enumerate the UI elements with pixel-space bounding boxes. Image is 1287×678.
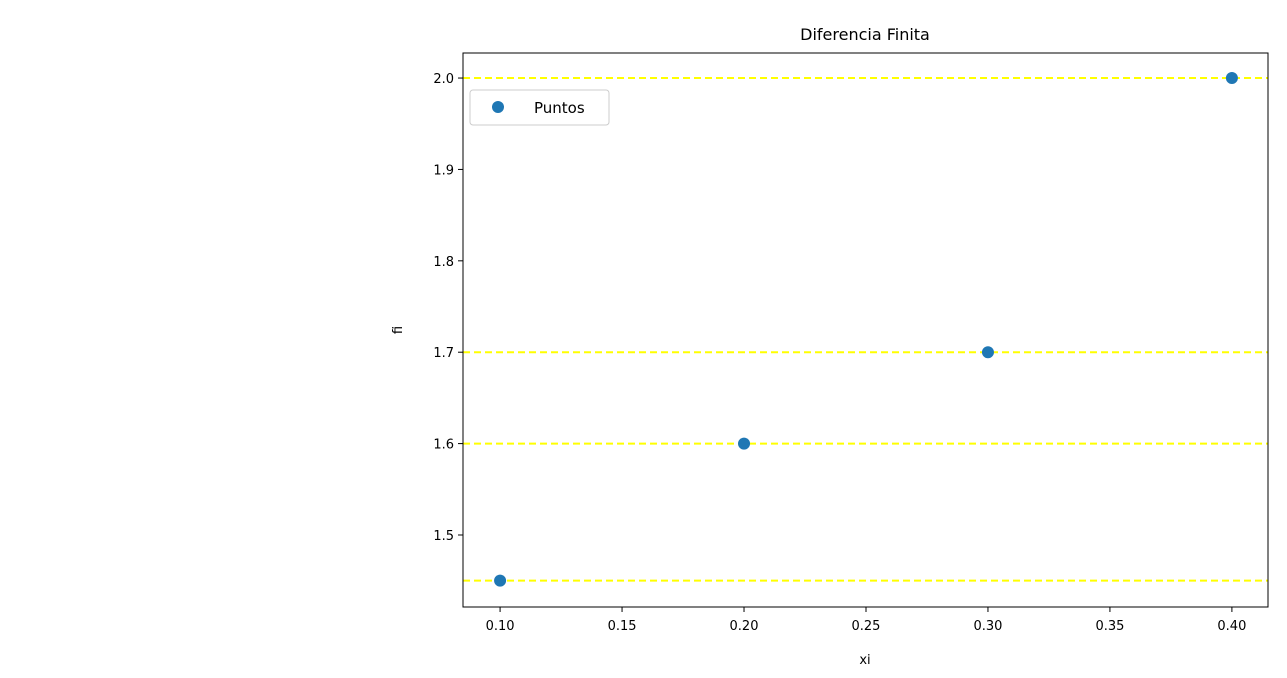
y-tick-label: 2.0 xyxy=(433,72,454,87)
hlines-group xyxy=(463,77,1268,582)
axes-frame xyxy=(462,52,1269,608)
y-tick-label: 1.5 xyxy=(433,529,454,544)
x-tick-label: 0.30 xyxy=(973,619,1002,634)
data-point xyxy=(494,574,507,587)
points-group xyxy=(494,72,1238,587)
legend: Puntos xyxy=(469,89,610,126)
legend-marker xyxy=(492,101,504,113)
ticks-group: 0.10 0.15 0.20 0.25 0.30 0.35 0.40 1.5 1.6 1.7 1.8… xyxy=(433,72,1246,634)
y-tick-label: 1.7 xyxy=(433,346,454,361)
chart-title: Diferencia Finita xyxy=(800,25,930,44)
data-point xyxy=(981,346,994,359)
x-axis-label: xi xyxy=(859,653,870,668)
legend-label: Puntos xyxy=(534,99,585,117)
x-tick-label: 0.35 xyxy=(1095,619,1124,634)
data-point xyxy=(738,437,751,450)
data-point xyxy=(1225,72,1238,85)
x-tick-label: 0.40 xyxy=(1217,619,1246,634)
y-tick-label: 1.9 xyxy=(433,163,454,178)
y-tick-label: 1.6 xyxy=(433,438,454,453)
x-tick-label: 0.20 xyxy=(730,619,759,634)
x-tick-label: 0.10 xyxy=(486,619,515,634)
y-axis-label: fi xyxy=(391,326,406,334)
x-tick-label: 0.15 xyxy=(608,619,637,634)
legend-box xyxy=(469,89,610,126)
y-tick-label: 1.8 xyxy=(433,255,454,270)
x-tick-label: 0.25 xyxy=(852,619,881,634)
